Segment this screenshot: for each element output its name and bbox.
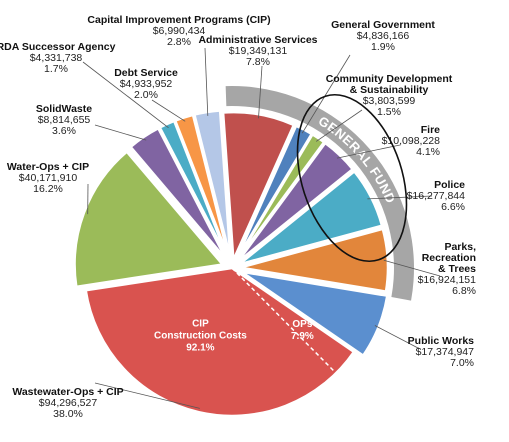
- label-value-solidwaste: $8,814,655: [38, 114, 91, 126]
- label-value-fire: $10,098,228: [382, 135, 441, 147]
- label-wastewater: Wastewater-Ops + CIP $94,296,527 38.0%: [12, 386, 123, 420]
- label-name-gengov: General Government: [331, 19, 435, 31]
- leader-admin: [258, 65, 263, 119]
- label-name-parks: Parks,: [444, 241, 476, 253]
- label-gengov: General Government $4,836,166 1.9%: [331, 19, 435, 53]
- label-pct-gengov: 1.9%: [371, 41, 395, 53]
- label-pct-debt: 2.0%: [134, 89, 158, 101]
- label-name-commdev: & Sustainability: [350, 84, 429, 96]
- leader-rda: [82, 61, 169, 129]
- inner-label-ops: OPs 7.9%: [291, 319, 314, 342]
- label-fire: Fire $10,098,228 4.1%: [382, 124, 441, 158]
- label-name-commdev: Community Development: [326, 73, 453, 85]
- leader-solidwaste: [94, 124, 147, 141]
- slice-cip: [192, 109, 232, 259]
- pie-slices: [73, 109, 390, 418]
- label-name-water: Water-Ops + CIP: [7, 161, 89, 173]
- leader-wastewater: [94, 382, 200, 409]
- label-name-police: Police: [434, 179, 465, 191]
- label-name-fire: Fire: [421, 124, 440, 136]
- label-pct-wastewater: 38.0%: [53, 408, 83, 420]
- label-value-water: $40,171,910: [19, 172, 78, 184]
- leader-debt: [151, 99, 186, 122]
- leader-commdev: [315, 109, 363, 142]
- leader-gengov: [301, 54, 351, 134]
- label-pct-publicworks: 7.0%: [450, 357, 474, 369]
- annotation-ellipse: [296, 93, 408, 263]
- label-pct-commdev: 1.5%: [377, 106, 401, 118]
- label-pct-parks: 6.8%: [452, 285, 476, 297]
- label-cip: Capital Improvement Programs (CIP) $6,990…: [87, 14, 270, 48]
- label-name-parks: Recreation: [422, 252, 476, 264]
- inner-label-cip: CIP Construction Costs 92.1%: [154, 319, 247, 354]
- slice-labels: Administrative Services $19,349,131 7.8% Ge…: [0, 14, 476, 420]
- slice-admin: [221, 110, 296, 261]
- label-name-wastewater: Wastewater-Ops + CIP: [12, 386, 123, 398]
- label-commdev: Community Development & Sustainability $3,…: [326, 73, 453, 118]
- label-water: Water-Ops + CIP $40,171,910 16.2%: [7, 161, 89, 195]
- slice-commdev: [235, 132, 326, 263]
- label-value-admin: $19,349,131: [229, 45, 288, 57]
- label-pct-admin: 7.8%: [246, 56, 270, 68]
- label-value-publicworks: $17,374,947: [416, 346, 475, 358]
- label-value-cip: $6,990,434: [153, 25, 206, 37]
- wastewater-split-line: [231, 267, 337, 374]
- label-solidwaste: SolidWaste $8,814,655 3.6%: [36, 103, 92, 137]
- leader-publicworks: [374, 325, 419, 349]
- leader-lines: [82, 47, 441, 409]
- label-admin: Administrative Services $19,349,131 7.8%: [198, 34, 317, 68]
- label-publicworks: Public Works $17,374,947 7.0%: [408, 335, 474, 369]
- label-name-cip: Capital Improvement Programs (CIP): [87, 14, 270, 26]
- leader-cip: [204, 47, 209, 116]
- label-name-solidwaste: SolidWaste: [36, 103, 92, 115]
- general-fund-arc: [225, 86, 414, 301]
- label-name-debt: Debt Service: [114, 67, 178, 79]
- label-pct-solidwaste: 3.6%: [52, 125, 76, 137]
- leader-police: [367, 195, 433, 200]
- label-value-rda: $4,331,738: [30, 52, 83, 64]
- label-debt: Debt Service $4,933,952 2.0%: [114, 67, 178, 101]
- label-name-rda: RDA Successor Agency: [0, 41, 116, 53]
- slice-water: [73, 149, 226, 289]
- slice-solidwaste: [128, 126, 228, 261]
- label-value-gengov: $4,836,166: [357, 30, 410, 42]
- label-value-debt: $4,933,952: [120, 78, 173, 90]
- label-pct-rda: 1.7%: [44, 63, 68, 75]
- slice-fire: [236, 141, 355, 264]
- label-police: Police $16,277,844 6.6%: [407, 179, 466, 213]
- label-pct-fire: 4.1%: [416, 146, 440, 158]
- label-value-wastewater: $94,296,527: [39, 397, 98, 409]
- label-name-admin: Administrative Services: [198, 34, 317, 46]
- label-name-parks: & Trees: [438, 263, 476, 275]
- inner-labels: OPs 7.9% CIP Construction Costs 92.1%: [154, 267, 337, 374]
- label-value-police: $16,277,844: [407, 190, 466, 202]
- label-value-commdev: $3,803,599: [363, 95, 416, 107]
- leader-fire: [336, 144, 401, 159]
- slice-police: [238, 169, 384, 266]
- label-parks: Parks, Recreation & Trees $16,924,151 6.8%: [418, 241, 477, 297]
- label-pct-water: 16.2%: [33, 183, 63, 195]
- label-pct-police: 6.6%: [441, 201, 465, 213]
- slice-wastewater: [84, 266, 356, 418]
- leader-parks: [383, 259, 441, 277]
- label-pct-cip: 2.8%: [167, 36, 191, 48]
- label-value-parks: $16,924,151: [418, 274, 477, 286]
- label-rda: RDA Successor Agency $4,331,738 1.7%: [0, 41, 116, 75]
- slice-debt: [173, 113, 231, 259]
- label-name-publicworks: Public Works: [408, 335, 474, 347]
- slice-parks: [239, 227, 390, 294]
